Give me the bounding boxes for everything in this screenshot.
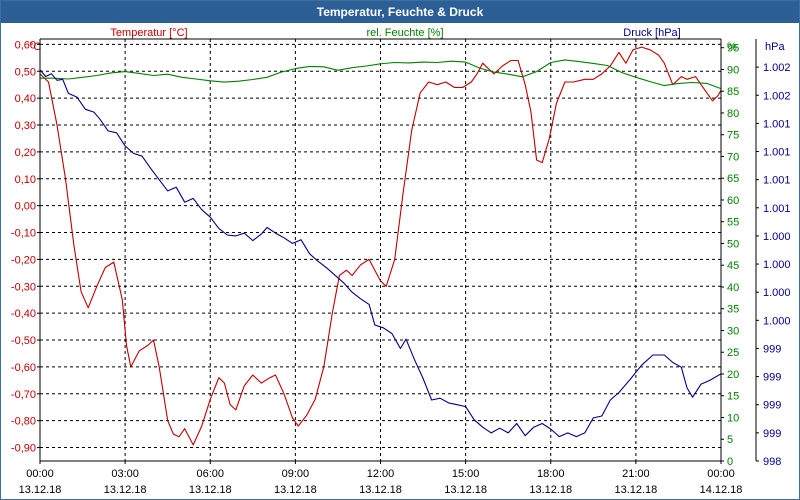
temp-tick-labels: 0,60 0,50 0,40 0,30 0,20 0,10 0,00 -0,10 -0,20 -0… [11,39,40,455]
humidity-tick-label: 0 [727,456,733,468]
date-tick-label: 13.12.18 [529,484,572,496]
date-tick-label: 13.12.18 [189,484,232,496]
series-lines [39,46,722,446]
time-tick-labels: 00:00 13.12.18 03:00 13.12.18 06:00 13.12.18 0… [19,461,743,496]
date-tick-label: 13.12.18 [444,484,487,496]
time-tick-label: 09:00 [282,468,310,480]
temp-tick-label: 0,20 [15,147,36,159]
pressure-tick-labels: 1.002 1.002 1.001 1.001 1.001 1.001 1.000 1.000… [756,62,791,468]
time-tick-label: 00:00 [707,468,735,480]
humidity-tick-label: 45 [727,260,739,272]
humidity-tick-label: 20 [727,369,739,381]
temp-tick-label: 0,30 [15,120,36,132]
humidity-axis-title: rel. Feuchte [%] [366,27,443,39]
temp-tick-label: 0,50 [15,66,36,78]
pressure-tick-label: 1.000 [763,315,791,327]
date-tick-label: 13.12.18 [614,484,657,496]
temperature-line [39,46,722,446]
humidity-tick-label: 85 [727,86,739,98]
temp-tick-label: -0,90 [11,443,36,455]
chart-canvas: °C Temperatur [°C] rel. Feuchte [%] % Dr… [11,27,791,496]
temp-tick-label: -0,70 [11,389,36,401]
pressure-axis-title: Druck [hPa] [623,27,680,39]
time-tick-label: 00:00 [26,468,54,480]
humidity-tick-label: 40 [727,282,739,294]
date-tick-label: 13.12.18 [19,484,62,496]
temp-tick-label: 0,00 [15,201,36,213]
pressure-tick-label: 1.001 [763,175,791,187]
humidity-tick-label: 60 [727,195,739,207]
temp-tick-label: 0,10 [15,174,36,186]
pressure-axis-unit: hPa [765,41,785,53]
humidity-tick-label: 25 [727,347,739,359]
date-tick-label: 14.12.18 [700,484,743,496]
humidity-tick-label: 5 [727,434,733,446]
humidity-tick-label: 65 [727,173,739,185]
date-tick-label: 13.12.18 [274,484,317,496]
temp-tick-label: -0,10 [11,228,36,240]
temp-tick-label: -0,50 [11,335,36,347]
humidity-tick-label: 90 [727,64,739,76]
pressure-tick-label: 999 [763,343,781,355]
time-tick-label: 06:00 [196,468,224,480]
temp-tick-label: -0,60 [11,362,36,374]
humidity-tick-label: 15 [727,391,739,403]
humidity-tick-label: 30 [727,325,739,337]
date-tick-label: 13.12.18 [104,484,147,496]
pressure-tick-label: 1.000 [763,287,791,299]
grid-lines [40,39,721,461]
pressure-tick-label: 998 [763,456,781,468]
pressure-tick-label: 1.002 [763,90,791,102]
pressure-tick-label: 999 [763,400,781,412]
pressure-tick-label: 999 [763,372,781,384]
temp-tick-label: -0,20 [11,254,36,266]
pressure-tick-label: 1.000 [763,231,791,243]
temp-tick-label: 0,60 [15,39,36,51]
humidity-tick-label: 75 [727,130,739,142]
temp-tick-label: -0,40 [11,308,36,320]
pressure-tick-label: 999 [763,428,781,440]
pressure-tick-label: 1.001 [763,147,791,159]
humidity-tick-label: 10 [727,412,739,424]
time-tick-label: 18:00 [537,468,565,480]
temp-tick-label: -0,80 [11,416,36,428]
time-tick-label: 21:00 [622,468,650,480]
humidity-tick-label: 50 [727,238,739,250]
temp-tick-label: 0,40 [15,93,36,105]
pressure-tick-label: 1.001 [763,203,791,215]
humidity-tick-label: 80 [727,108,739,120]
time-tick-label: 12:00 [367,468,395,480]
time-tick-label: 15:00 [452,468,480,480]
humidity-line [40,59,722,90]
pressure-tick-label: 1.002 [763,62,791,74]
temp-axis-title: Temperatur [°C] [110,27,187,39]
pressure-tick-label: 1.000 [763,259,791,271]
humidity-tick-label: 95 [727,43,739,55]
humidity-tick-label: 55 [727,217,739,229]
humidity-tick-label: 35 [727,304,739,316]
humidity-tick-label: 70 [727,151,739,163]
chart-title: Temperatur, Feuchte & Druck [1,1,799,23]
date-tick-label: 13.12.18 [359,484,402,496]
temp-tick-label: -0,30 [11,281,36,293]
time-tick-label: 03:00 [111,468,139,480]
humidity-axis-unit: % [727,41,737,53]
pressure-line [39,69,722,438]
pressure-tick-label: 1.001 [763,118,791,130]
